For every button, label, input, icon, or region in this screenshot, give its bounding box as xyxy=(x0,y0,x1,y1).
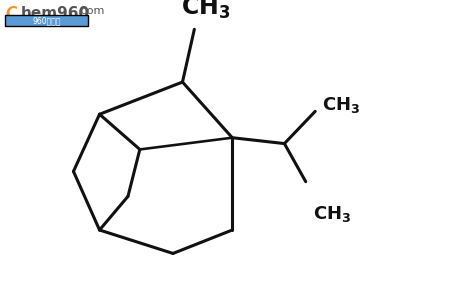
Text: 960化工网: 960化工网 xyxy=(32,16,61,25)
Text: $\mathbf{CH_3}$: $\mathbf{CH_3}$ xyxy=(313,204,351,224)
Text: .com: .com xyxy=(77,6,105,16)
Text: hem960: hem960 xyxy=(20,6,90,21)
Text: $\mathbf{CH_3}$: $\mathbf{CH_3}$ xyxy=(182,0,231,21)
Text: C: C xyxy=(6,6,17,21)
FancyBboxPatch shape xyxy=(5,15,88,26)
Text: $\mathbf{CH_3}$: $\mathbf{CH_3}$ xyxy=(322,96,361,115)
